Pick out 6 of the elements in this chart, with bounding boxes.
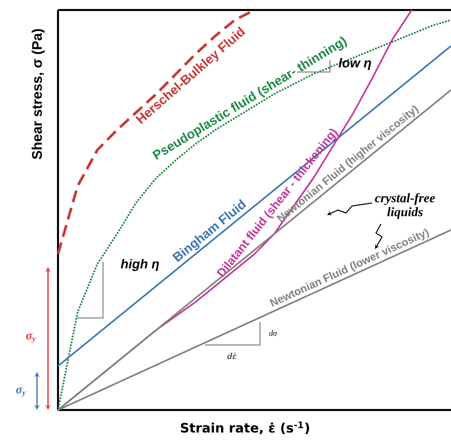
x-axis-title: Strain rate, ε̇ (s$^{-1}$) — [180, 422, 310, 434]
text: σ$_{y}$ — [16, 387, 26, 397]
annotation: crystal-free liquids — [374, 193, 435, 219]
text: σ$_{y}$ — [26, 333, 36, 343]
y-axis-title: Shear stress, σ (Pa) — [32, 29, 45, 160]
annotation: high η — [120, 258, 159, 272]
